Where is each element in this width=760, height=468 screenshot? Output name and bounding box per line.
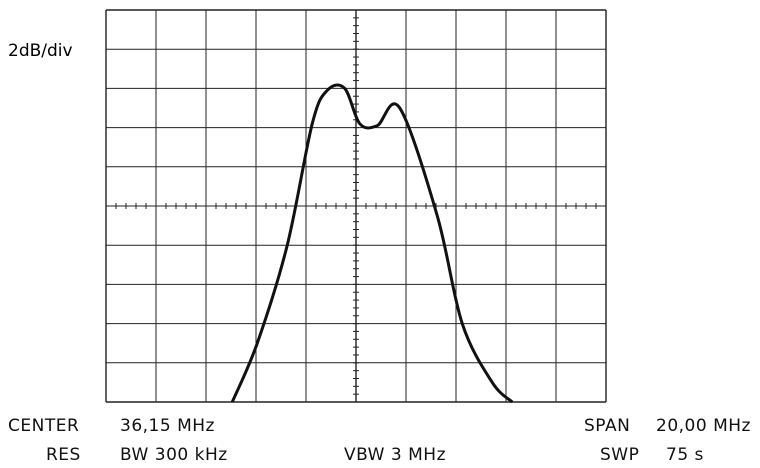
spectrum-trace [230,83,514,404]
swp-label: SWP [600,445,640,465]
span-label: SPAN [584,416,631,436]
res-value: BW 300 kHz [120,445,228,465]
res-label: RES [46,445,81,465]
vbw-value: VBW 3 MHz [344,445,446,465]
chart-grid [105,9,607,403]
center-label: CENTER [8,416,80,436]
swp-value: 75 s [666,445,704,465]
center-value: 36,15 MHz [120,416,215,436]
span-value: 20,00 MHz [656,416,751,436]
scale-label: 2dB/div [8,41,73,61]
